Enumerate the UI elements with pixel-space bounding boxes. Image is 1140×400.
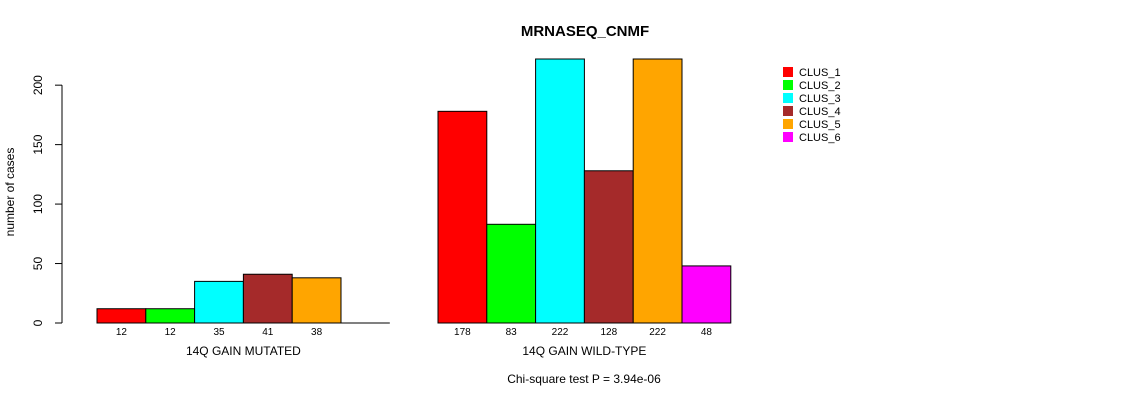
bar [486, 223, 537, 324]
legend-label: CLUS_1 [799, 67, 841, 79]
y-tick-label: 150 [31, 134, 45, 154]
legend-item: CLUS_2 [783, 80, 841, 92]
legend-swatch [783, 132, 793, 142]
y-tick-label: 200 [31, 75, 45, 95]
legend-item: CLUS_1 [783, 67, 841, 79]
legend-item: CLUS_5 [783, 119, 841, 131]
legend-swatch [783, 93, 793, 103]
bar-count-label: 128 [600, 327, 617, 338]
legend-swatch [783, 80, 793, 90]
bar-count-label: 48 [701, 327, 713, 338]
y-tick-label: 100 [31, 194, 45, 214]
bar-count-label: 12 [116, 327, 128, 338]
bar-count-label: 38 [311, 327, 323, 338]
bar-count-label: 83 [506, 327, 518, 338]
bar-count-label: 222 [649, 327, 666, 338]
bar [681, 265, 732, 324]
legend-label: CLUS_3 [799, 93, 841, 105]
bar-group: 12 12 35 41 38 14Q GAIN MUTATED [96, 273, 390, 358]
bar-count-label: 222 [552, 327, 569, 338]
group-label: 14Q GAIN MUTATED [186, 344, 301, 358]
bar-count-label: 35 [213, 327, 225, 338]
chi-square-footer: Chi-square test P = 3.94e-06 [507, 372, 661, 386]
y-tick-label: 50 [31, 257, 45, 271]
legend-label: CLUS_2 [799, 80, 841, 92]
legend-swatch [783, 67, 793, 77]
legend-item: CLUS_3 [783, 93, 841, 105]
legend-label: CLUS_6 [799, 132, 841, 144]
bars-layer: 12 12 35 41 38 14Q GAIN MUTATED 178 83 222 128 222… [96, 58, 732, 358]
bar-count-label: 178 [454, 327, 471, 338]
y-axis: 0 50 100 150 200 [31, 75, 63, 326]
bar [145, 308, 196, 324]
legend-swatch [783, 119, 793, 129]
bar [291, 277, 342, 324]
y-tick-label: 0 [31, 319, 45, 326]
legend-label: CLUS_4 [799, 106, 841, 118]
bar [583, 170, 634, 324]
bar [194, 280, 244, 324]
legend-item: CLUS_6 [783, 132, 841, 144]
legend-swatch [783, 106, 793, 116]
group-label: 14Q GAIN WILD-TYPE [522, 344, 646, 358]
bar [96, 308, 147, 324]
bar-count-label: 41 [262, 327, 274, 338]
legend-item: CLUS_4 [783, 106, 841, 118]
bar-count-label: 12 [165, 327, 177, 338]
bar [242, 273, 293, 324]
chart-title: MRNASEQ_CNMF [521, 23, 649, 40]
legend-label: CLUS_5 [799, 119, 841, 131]
bar [632, 58, 683, 324]
y-axis-label: number of cases [3, 148, 17, 237]
bar [535, 58, 585, 324]
bar-group: 178 83 222 128 222 48 14Q GAIN WILD-TYPE [437, 58, 732, 358]
bar [437, 110, 488, 324]
